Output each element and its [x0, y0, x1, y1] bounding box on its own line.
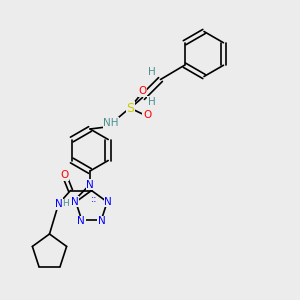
Text: O: O — [60, 170, 69, 181]
Text: H: H — [148, 67, 155, 77]
Text: N: N — [71, 196, 79, 207]
Text: H: H — [63, 200, 69, 208]
Text: NH: NH — [103, 118, 119, 128]
Text: O: O — [138, 86, 147, 97]
Text: N: N — [98, 216, 106, 226]
Text: ::: :: — [91, 194, 98, 205]
Text: N: N — [86, 179, 94, 190]
Text: N: N — [77, 216, 85, 226]
Text: N: N — [55, 199, 62, 209]
Text: O: O — [143, 110, 151, 121]
Text: N: N — [104, 196, 112, 207]
Text: H: H — [148, 97, 155, 107]
Text: S: S — [127, 101, 134, 115]
